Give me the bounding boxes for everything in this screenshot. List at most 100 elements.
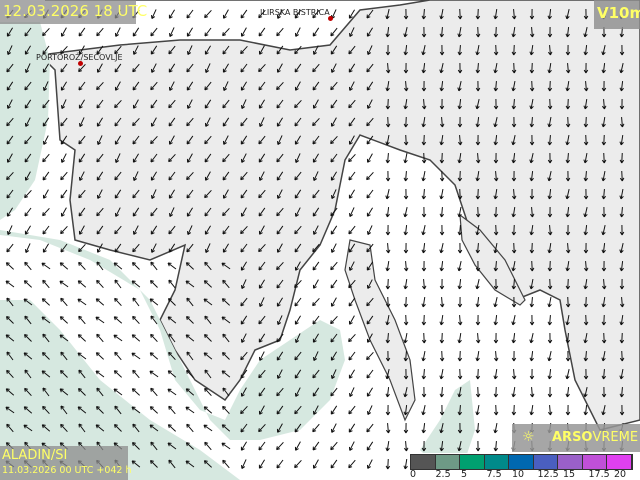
wind-arrow (457, 188, 463, 200)
wind-arrow (203, 352, 213, 360)
wind-arrow (240, 406, 248, 415)
wind-arrow (221, 424, 231, 432)
wind-arrow (258, 261, 266, 271)
wind-arrow (41, 351, 50, 360)
wind-arrow (276, 45, 284, 55)
wind-arrow (421, 170, 426, 182)
wind-arrow (457, 314, 463, 326)
wind-arrow (493, 224, 499, 236)
wind-arrow (421, 296, 426, 308)
wind-arrow (24, 261, 32, 271)
wind-arrow (457, 44, 463, 56)
wind-arrow (493, 404, 499, 416)
wind-arrow (403, 62, 409, 74)
wind-arrow (457, 278, 462, 290)
wind-arrow (385, 242, 391, 254)
wind-arrow (167, 297, 176, 306)
wind-arrow (114, 189, 122, 199)
wind-arrow (258, 387, 266, 397)
wind-arrow (132, 207, 140, 217)
wind-arrow (619, 152, 625, 164)
wind-arrow (60, 351, 68, 361)
wind-arrow (403, 332, 408, 344)
wind-arrow (348, 9, 356, 19)
wind-arrow (150, 243, 157, 253)
wind-arrow (78, 81, 86, 91)
wind-arrow (168, 99, 176, 109)
wind-arrow (385, 296, 391, 308)
wind-arrow (366, 172, 374, 181)
wind-arrow (222, 279, 230, 289)
wind-arrow (168, 225, 176, 235)
wind-arrow (421, 386, 427, 398)
wind-arrow (294, 225, 302, 235)
wind-arrow (241, 279, 247, 289)
wind-arrow (547, 224, 553, 236)
wind-arrow (403, 387, 408, 398)
wind-arrow (439, 224, 445, 236)
wind-arrow (258, 81, 266, 91)
wind-arrow (601, 45, 606, 56)
wind-arrow (186, 297, 194, 307)
legend-swatch (435, 455, 460, 469)
wind-arrow (168, 333, 176, 343)
wind-arrow (168, 117, 176, 127)
legend-label: 5 (461, 469, 468, 480)
wind-arrow (439, 296, 445, 308)
wind-arrow (439, 243, 444, 254)
wind-arrow (222, 135, 229, 145)
wind-arrow (601, 350, 606, 362)
wind-arrow (78, 207, 86, 217)
wind-arrow (457, 261, 462, 272)
wind-arrow (240, 297, 248, 307)
wind-arrow (547, 260, 553, 272)
wind-arrow (511, 80, 516, 92)
wind-arrow (385, 170, 391, 182)
wind-arrow (258, 9, 266, 19)
wind-arrow (186, 369, 194, 378)
wind-arrow (619, 368, 624, 380)
wind-arrow (186, 27, 194, 37)
wind-arrow (78, 153, 86, 163)
wind-arrow (131, 388, 140, 396)
wind-arrow (185, 388, 195, 396)
wind-arrow (240, 46, 248, 55)
wind-arrow (276, 459, 284, 469)
wind-arrow (78, 225, 85, 235)
wind-arrow (330, 63, 337, 73)
wind-arrow (403, 278, 408, 290)
wind-arrow (24, 315, 32, 325)
wind-arrow (619, 386, 625, 398)
wind-arrow (439, 152, 445, 164)
wind-arrow (439, 368, 444, 380)
wind-arrow (457, 8, 463, 20)
wind-arrow (313, 351, 319, 361)
wind-arrow (565, 9, 570, 20)
wind-arrow (204, 315, 212, 325)
wind-arrow (366, 207, 374, 217)
wind-arrow (421, 225, 426, 236)
wind-arrow (511, 242, 517, 254)
wind-arrow (547, 188, 552, 200)
wind-arrow (619, 314, 624, 326)
wind-arrow (24, 387, 32, 396)
legend-swatch (582, 455, 607, 469)
legend-label: 20 (614, 469, 627, 480)
wind-arrow (493, 26, 499, 38)
wind-arrow (42, 63, 50, 73)
wind-arrow (241, 99, 247, 109)
wind-arrow (439, 26, 445, 38)
wind-arrow (259, 117, 265, 127)
wind-arrow (547, 368, 552, 380)
wind-arrow (24, 225, 32, 235)
wind-arrow (203, 298, 213, 306)
wind-arrow (95, 298, 105, 306)
wind-arrow (547, 386, 553, 398)
wind-arrow (60, 153, 67, 163)
wind-arrow (331, 369, 337, 379)
wind-arrow (5, 388, 15, 396)
wind-arrow (203, 333, 212, 342)
wind-arrow (493, 134, 498, 146)
wind-arrow (6, 297, 14, 307)
wind-arrow (5, 406, 15, 414)
